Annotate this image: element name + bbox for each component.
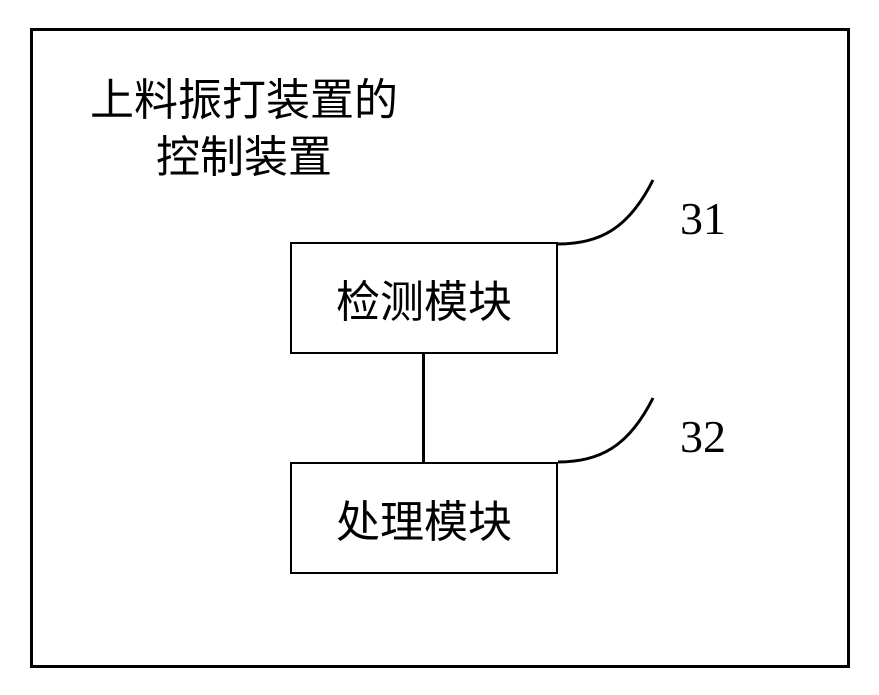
diagram-title-line2: 控制装置	[156, 133, 332, 182]
diagram-title-line1: 上料振打装置的	[90, 76, 398, 125]
ref-31: 31	[680, 192, 726, 245]
edge-detect-process	[422, 354, 425, 462]
lead-32-path	[558, 398, 653, 462]
diagram-title: 上料振打装置的 控制装置	[90, 72, 398, 186]
ref-32-label: 32	[680, 411, 726, 462]
lead-32	[558, 398, 678, 478]
lead-31	[558, 180, 678, 260]
ref-32: 32	[680, 410, 726, 463]
node-detect: 检测模块	[290, 242, 558, 354]
node-process: 处理模块	[290, 462, 558, 574]
node-detect-label: 检测模块	[336, 266, 512, 330]
lead-31-path	[558, 180, 653, 244]
ref-31-label: 31	[680, 193, 726, 244]
node-process-label: 处理模块	[336, 486, 512, 550]
